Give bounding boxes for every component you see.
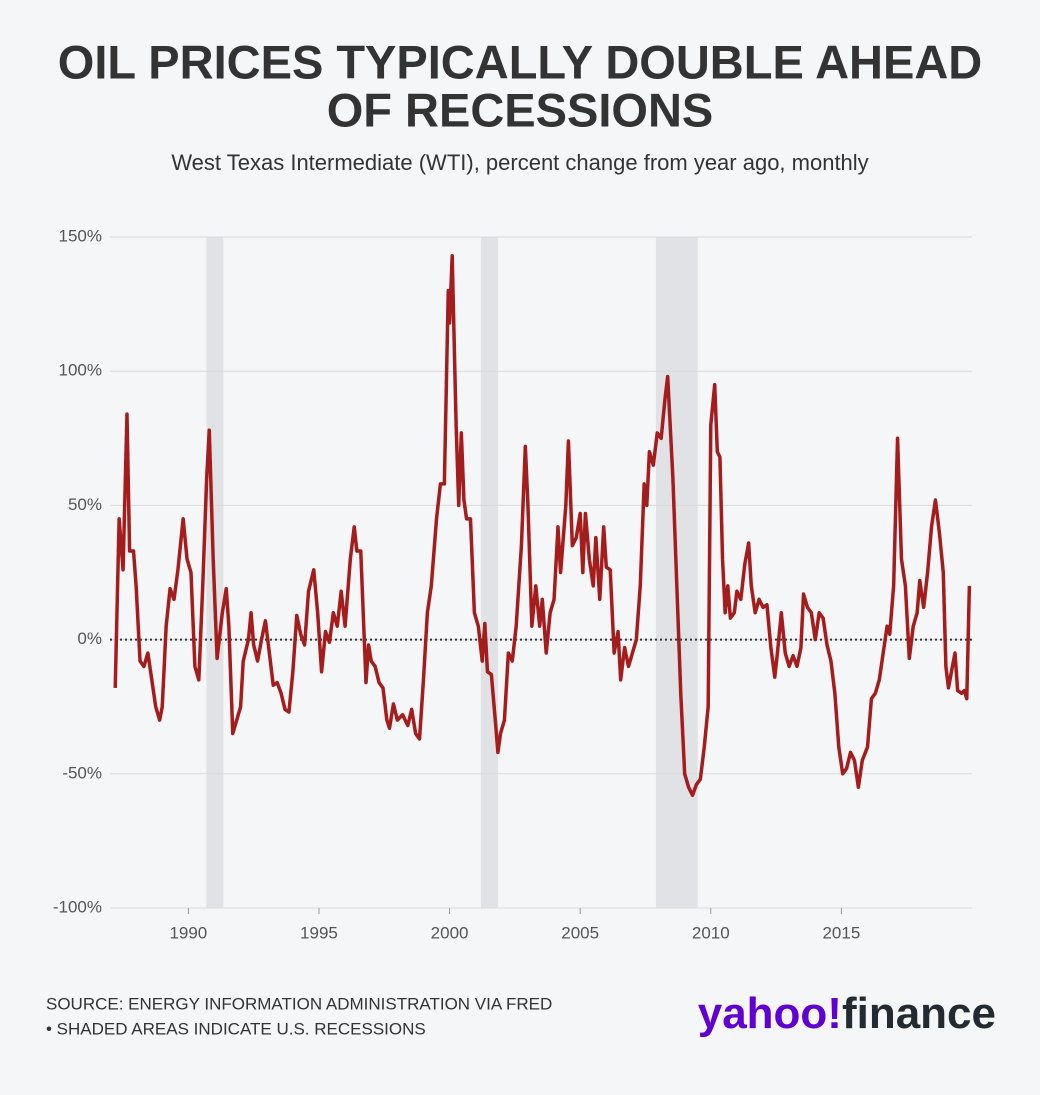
data-line — [113, 254, 972, 798]
x-tick-label: 2000 — [431, 923, 469, 942]
y-tick-label: 0% — [77, 629, 102, 648]
plot: -100% -50% 0% 50% 100% 150% 1990 1995 2000 2005 20… — [53, 226, 972, 942]
x-tick-label: 1990 — [169, 923, 207, 942]
chart-title: OIL PRICES TYPICALLY DOUBLE AHEAD — [58, 35, 982, 88]
x-tick-label: 1995 — [300, 923, 338, 942]
y-tick-label: 50% — [68, 495, 102, 514]
note: • SHADED AREAS INDICATE U.S. RECESSIONS — [46, 1019, 426, 1038]
logo-brand: yahoo! — [698, 989, 842, 1038]
chart-subtitle: West Texas Intermediate (WTI), percent c… — [171, 150, 868, 175]
logo-product: finance — [842, 989, 996, 1038]
source: SOURCE: ENERGY INFORMATION ADMINISTRATIO… — [46, 994, 552, 1013]
x-tick-label: 2015 — [822, 923, 860, 942]
x-tick-label: 2005 — [561, 923, 599, 942]
x-tick-label: 2010 — [692, 923, 730, 942]
logo: yahoo!finance — [698, 989, 996, 1038]
y-tick-label: 100% — [59, 361, 102, 380]
y-tick-label: -100% — [53, 897, 102, 916]
recession-band — [480, 237, 498, 908]
y-tick-label: 150% — [59, 226, 102, 245]
chart-title: OF RECESSIONS — [327, 83, 714, 136]
y-tick-label: -50% — [62, 763, 102, 782]
